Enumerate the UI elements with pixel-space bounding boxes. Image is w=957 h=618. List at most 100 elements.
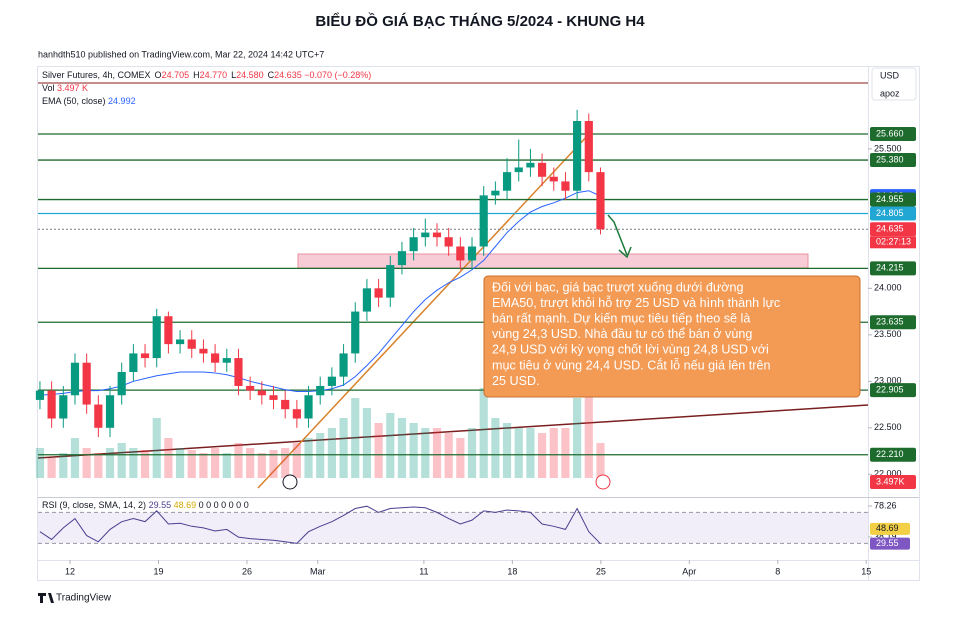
candle-body — [374, 288, 383, 298]
candle-body — [257, 390, 266, 396]
legend-rsi: RSI (9, close, SMA, 14, 2) 29.55 48.69 0… — [42, 500, 249, 510]
price-tag — [870, 153, 916, 168]
annotation-line: bán rất mạnh. Dự kiến mục tiêu tiếp theo… — [492, 312, 750, 326]
candle-body — [152, 316, 161, 359]
target-zone — [297, 253, 809, 269]
volume-bar — [211, 448, 220, 478]
volume-bar — [234, 443, 243, 478]
price-tag-label: 25.380 — [876, 154, 904, 164]
volume-bar — [584, 388, 593, 478]
volume-bar — [281, 448, 290, 478]
volume-bar — [526, 428, 535, 478]
annotation-line: vùng 24,3 USD. Nhà đầu tư có thể bán ở v… — [492, 327, 752, 341]
x-tick-label: 26 — [242, 566, 252, 576]
annotation-line: 25 USD. — [492, 374, 540, 388]
price-tag — [870, 127, 916, 142]
uptrend-line — [257, 132, 591, 489]
candle-body — [269, 395, 278, 400]
volume-bar — [409, 423, 418, 478]
candle-body — [94, 404, 103, 428]
volume-bar — [374, 423, 383, 478]
volume-bar — [304, 438, 313, 478]
volume-bar — [269, 450, 278, 478]
scale-mode[interactable]: apoz — [880, 88, 900, 98]
footer: TradingView — [56, 593, 112, 604]
y-tick-label: 23.000 — [874, 376, 902, 386]
candle-body — [584, 120, 593, 173]
currency[interactable]: USD — [880, 70, 900, 80]
annotation: Đối với bạc, giá bạc trượt xuống dưới đư… — [492, 280, 780, 388]
candle-body — [211, 353, 220, 363]
volume-bar — [479, 388, 488, 478]
ohlc-value: 24.635 — [274, 70, 302, 80]
price-tag-label: 24.215 — [876, 263, 904, 273]
volume-bar — [105, 448, 115, 478]
candle-body — [479, 195, 488, 247]
event-icon[interactable] — [282, 474, 298, 490]
change: −0.070 (−0.28%) — [304, 70, 371, 80]
candle-body — [421, 232, 430, 238]
x-tick-label: 8 — [775, 566, 780, 576]
rsi-tag — [870, 522, 910, 535]
x-tick-label: 25 — [596, 566, 606, 576]
volume-bar — [164, 438, 173, 478]
vol-value: 3.497 K — [57, 83, 88, 93]
countdown: 02:27:13 — [876, 237, 911, 247]
volume-bar — [327, 428, 336, 478]
candle-body — [339, 353, 348, 377]
volume-bar — [292, 443, 301, 478]
frame — [37, 66, 920, 581]
event-icon[interactable] — [595, 474, 611, 490]
candle-body — [175, 339, 185, 345]
x-tick-label: 19 — [153, 566, 163, 576]
x-tick-label: Mar — [310, 566, 326, 576]
candle-body — [82, 362, 91, 405]
legend-ema: EMA (50, close) 24.992 — [42, 96, 136, 106]
ohlc-key: C — [268, 70, 275, 80]
candle-body — [397, 251, 407, 266]
volume-bar — [432, 428, 442, 478]
candle-body — [187, 339, 196, 349]
candle-body — [351, 311, 360, 354]
ohlc-value: 24.770 — [200, 70, 228, 80]
candle-body — [35, 390, 45, 400]
candle-body — [304, 395, 313, 419]
symbol: Silver Futures, 4h, COMEX — [42, 70, 151, 80]
ohlc-key: O — [155, 70, 162, 80]
ohlc-key: H — [193, 70, 200, 80]
ema-name: EMA (50, close) — [42, 96, 106, 106]
currency-box[interactable] — [871, 67, 917, 101]
candle-body — [281, 399, 290, 410]
x-tick-label: 15 — [861, 566, 871, 576]
volume-bar — [397, 418, 407, 478]
candle-body — [59, 395, 68, 419]
annotation-line: mục tiêu ở vùng 24,4 USD. Cắt lỗ nếu giá… — [492, 357, 770, 372]
candle-body — [292, 409, 301, 419]
volume-bar — [339, 418, 348, 478]
rsi-band — [38, 512, 868, 544]
ohlc-key: L — [231, 70, 236, 80]
volume-bar — [257, 453, 266, 478]
volume-bar — [152, 418, 161, 478]
rsi-rest: 0 0 0 0 0 0 0 — [199, 500, 249, 510]
volume-bar — [246, 448, 255, 478]
candle-body — [561, 181, 570, 191]
volume-bar — [117, 443, 126, 478]
y-tick-label: 25.500 — [874, 143, 902, 153]
rsi-ma: 48.69 — [174, 500, 197, 510]
price-tag-label: 25.660 — [876, 128, 904, 138]
candle-body — [596, 172, 605, 230]
candle-body — [117, 372, 126, 396]
price-tag-label: 24.955 — [876, 194, 904, 204]
volume-bar — [573, 398, 582, 478]
volume-bar — [140, 450, 150, 478]
marks — [35, 109, 868, 545]
candle-body — [467, 246, 477, 261]
candle-body — [199, 348, 208, 354]
volume-bar — [199, 453, 208, 478]
ohlc-value: 24.580 — [236, 70, 264, 80]
volume-bar — [561, 428, 570, 478]
x-tick-label: Apr — [682, 566, 696, 576]
volume-bar — [444, 433, 453, 478]
chart-title: BIỂU ĐỒ GIÁ BẠC THÁNG 5/2024 - KHUNG H4 — [315, 12, 645, 30]
